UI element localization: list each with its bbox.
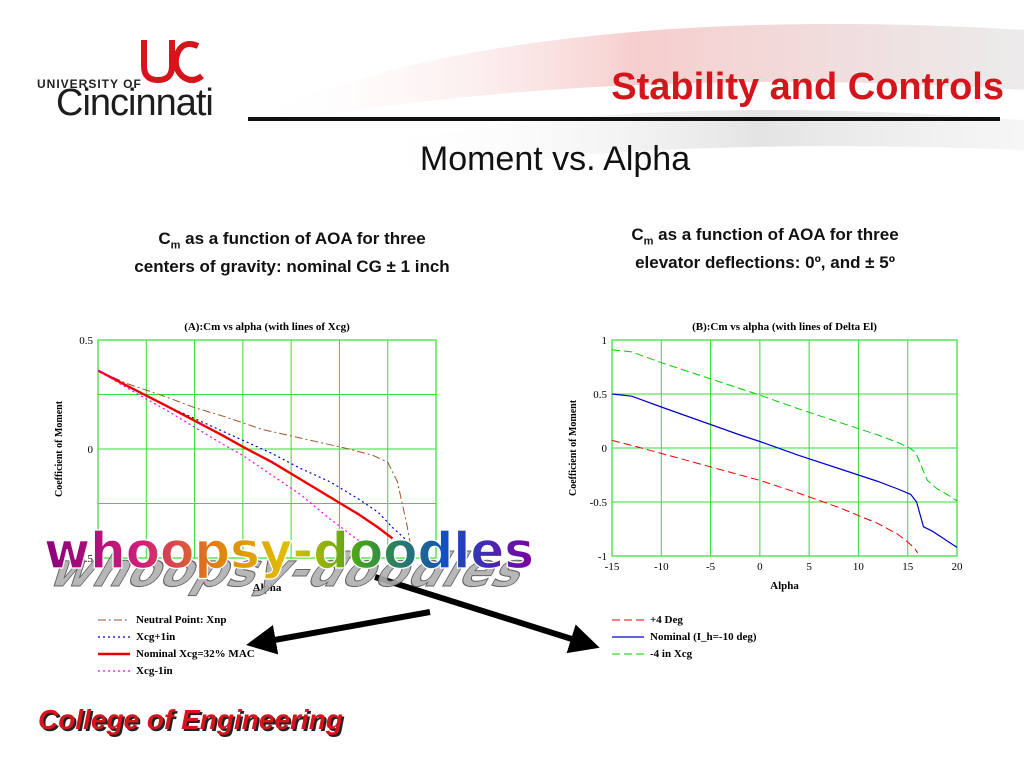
legend-label: Nominal (I_h=-10 deg) bbox=[650, 630, 757, 643]
x-tick-label: 15 bbox=[902, 561, 914, 573]
slide-subtitle: Moment vs. Alpha bbox=[419, 140, 691, 178]
legend-swatch bbox=[98, 652, 130, 655]
x-tick-label: 5 bbox=[806, 561, 812, 573]
series-line-2 bbox=[98, 369, 394, 540]
series-line-0 bbox=[612, 439, 919, 554]
legend-label: +4 Deg bbox=[650, 613, 683, 626]
title-divider bbox=[248, 117, 1000, 121]
caption-c: C bbox=[158, 229, 171, 248]
legend-swatch bbox=[98, 669, 130, 672]
wordart-text: whoopsy-doodles bbox=[44, 522, 534, 580]
legend-item: Neutral Point: Xnp bbox=[98, 611, 255, 628]
x-axis-label: Alpha bbox=[253, 582, 282, 594]
x-tick-label: 10 bbox=[853, 561, 865, 573]
chart-title: (B):Cm vs alpha (with lines of Delta El) bbox=[692, 321, 877, 333]
legend-item: Xcg-1in bbox=[98, 662, 255, 679]
legend-swatch bbox=[612, 619, 644, 620]
y-tick-label: 0.5 bbox=[593, 389, 607, 401]
arrow-left bbox=[246, 609, 431, 655]
wordart-shadow: whoopsy-doodles bbox=[39, 543, 540, 597]
footer-text: College of Engineering bbox=[38, 704, 343, 735]
caption-line2: centers of gravity: nominal CG ± 1 inch bbox=[134, 257, 450, 277]
logo-big-text: Cincinnati bbox=[56, 82, 214, 124]
x-tick-label: -5 bbox=[706, 561, 716, 573]
logo-small-text: UNIVERSITY OF bbox=[37, 77, 142, 91]
y-tick-label: 0 bbox=[602, 443, 608, 455]
legend-label: Neutral Point: Xnp bbox=[136, 613, 227, 626]
legend-item: Nominal (I_h=-10 deg) bbox=[612, 628, 757, 645]
y-tick-label: 0 bbox=[88, 444, 94, 456]
series-line-0 bbox=[98, 370, 414, 558]
legend-a: Neutral Point: Xnp Xcg+1in Nominal Xcg=32%… bbox=[98, 611, 255, 679]
series-line-2 bbox=[612, 349, 957, 502]
legend-item: Nominal Xcg=32% MAC bbox=[98, 645, 255, 662]
legend-item: -4 in Xcg bbox=[612, 645, 757, 662]
caption-line2: elevator deflections: 0º, and ± 5º bbox=[635, 253, 895, 273]
plot-area bbox=[611, 339, 958, 557]
y-tick-label: 0.5 bbox=[79, 335, 93, 347]
caption-sub: m bbox=[643, 235, 654, 248]
y-axis-label: Coefficient of Moment bbox=[54, 400, 65, 497]
right-chart-caption: Cm as a function of AOA for three elevat… bbox=[560, 224, 970, 274]
legend-item: +4 Deg bbox=[612, 611, 757, 628]
legend-label: Nominal Xcg=32% MAC bbox=[136, 647, 255, 660]
legend-swatch bbox=[612, 653, 644, 654]
caption-sub: m bbox=[170, 239, 181, 252]
legend-b: +4 Deg Nominal (I_h=-10 deg) -4 in Xcg bbox=[612, 611, 757, 662]
series-line-3 bbox=[98, 369, 360, 542]
x-tick-label: -10 bbox=[654, 561, 669, 573]
slide-title: Stability and Controls bbox=[611, 66, 1004, 108]
y-tick-label: -0.5 bbox=[590, 497, 608, 509]
legend-label: Xcg+1in bbox=[136, 630, 176, 643]
caption-c: C bbox=[631, 225, 644, 244]
y-tick-label: 1 bbox=[602, 335, 608, 347]
left-chart-caption: Cm as a function of AOA for three center… bbox=[92, 228, 492, 278]
x-axis-label: Alpha bbox=[770, 580, 799, 592]
plot-area bbox=[97, 339, 437, 559]
chart-title: (A):Cm vs alpha (with lines of Xcg) bbox=[184, 321, 350, 333]
legend-swatch bbox=[98, 619, 130, 620]
caption-line1: as a function of AOA for three bbox=[653, 225, 899, 244]
x-tick-label: -15 bbox=[605, 561, 620, 573]
x-tick-label: 0 bbox=[757, 561, 763, 573]
y-tick-label: -0.5 bbox=[76, 553, 94, 565]
caption-line1: as a function of AOA for three bbox=[180, 229, 426, 248]
legend-label: -4 in Xcg bbox=[650, 647, 693, 660]
y-tick-label: -1 bbox=[598, 551, 607, 563]
y-axis-label: Coefficient of Moment bbox=[568, 399, 579, 496]
series-line-1 bbox=[612, 393, 957, 548]
chart-a: (A):Cm vs alpha (with lines of Xcg) 0.5 0 -… bbox=[54, 321, 437, 594]
uc-logo-icon bbox=[141, 40, 204, 84]
legend-label: Xcg-1in bbox=[136, 664, 173, 677]
legend-swatch bbox=[612, 635, 644, 638]
arrow-right bbox=[374, 574, 600, 654]
chart-b: (B):Cm vs alpha (with lines of Delta El)… bbox=[568, 321, 964, 592]
x-tick-label: 20 bbox=[952, 561, 964, 573]
legend-item: Xcg+1in bbox=[98, 628, 255, 645]
legend-swatch bbox=[98, 635, 130, 638]
wordart: whoopsy-doodles whoopsy-doodles bbox=[39, 521, 541, 597]
